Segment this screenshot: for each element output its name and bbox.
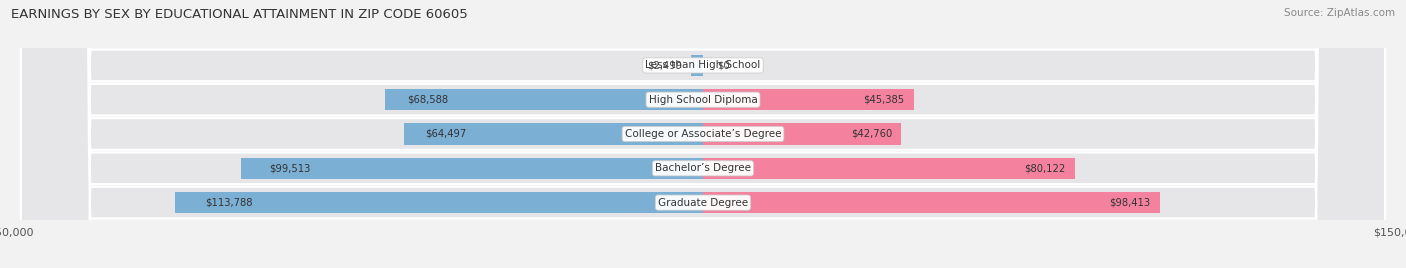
FancyBboxPatch shape bbox=[21, 0, 1385, 268]
Text: $0: $0 bbox=[717, 60, 730, 70]
Text: $2,499: $2,499 bbox=[647, 60, 682, 70]
Text: $45,385: $45,385 bbox=[863, 95, 904, 105]
Bar bbox=[703, 89, 914, 110]
Text: EARNINGS BY SEX BY EDUCATIONAL ATTAINMENT IN ZIP CODE 60605: EARNINGS BY SEX BY EDUCATIONAL ATTAINMEN… bbox=[11, 8, 468, 21]
Text: $68,588: $68,588 bbox=[406, 95, 449, 105]
Bar bbox=[242, 158, 703, 179]
FancyBboxPatch shape bbox=[21, 0, 1385, 268]
Bar bbox=[703, 123, 901, 145]
Bar bbox=[703, 158, 1074, 179]
Bar bbox=[404, 123, 703, 145]
Bar bbox=[703, 192, 1160, 213]
Text: College or Associate’s Degree: College or Associate’s Degree bbox=[624, 129, 782, 139]
Text: Source: ZipAtlas.com: Source: ZipAtlas.com bbox=[1284, 8, 1395, 18]
Text: $42,760: $42,760 bbox=[851, 129, 893, 139]
Text: $113,788: $113,788 bbox=[205, 198, 253, 208]
Bar bbox=[692, 55, 703, 76]
Text: $98,413: $98,413 bbox=[1109, 198, 1150, 208]
Bar bbox=[174, 192, 703, 213]
Text: High School Diploma: High School Diploma bbox=[648, 95, 758, 105]
Text: Graduate Degree: Graduate Degree bbox=[658, 198, 748, 208]
FancyBboxPatch shape bbox=[21, 0, 1385, 268]
Text: $64,497: $64,497 bbox=[425, 129, 467, 139]
Bar bbox=[385, 89, 703, 110]
Text: Less than High School: Less than High School bbox=[645, 60, 761, 70]
FancyBboxPatch shape bbox=[21, 0, 1385, 268]
Text: Bachelor’s Degree: Bachelor’s Degree bbox=[655, 163, 751, 173]
FancyBboxPatch shape bbox=[21, 0, 1385, 268]
Text: $80,122: $80,122 bbox=[1024, 163, 1066, 173]
Text: $99,513: $99,513 bbox=[269, 163, 311, 173]
